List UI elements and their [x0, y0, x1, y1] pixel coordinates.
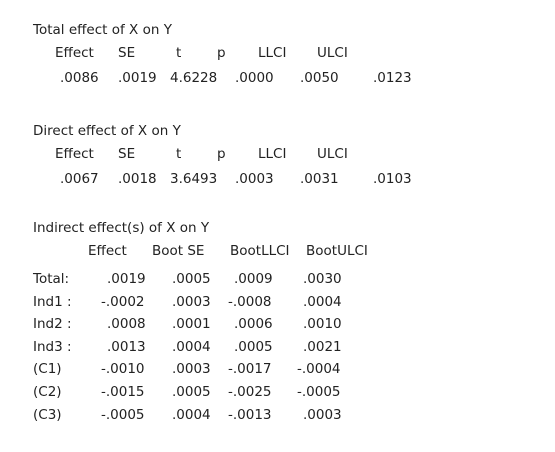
- column-header: p: [217, 146, 226, 162]
- column-header: SE: [118, 45, 136, 61]
- value: -.0004: [297, 361, 341, 378]
- column-header: LLCI: [258, 45, 287, 61]
- value: .0013: [107, 338, 146, 355]
- section-title: Direct effect of X on Y: [33, 123, 181, 139]
- value: .0006: [234, 316, 273, 333]
- column-header: LLCI: [258, 146, 287, 162]
- row-label: Ind2 :: [33, 316, 72, 333]
- value: 3.6493: [170, 171, 218, 187]
- value: .0005: [172, 384, 211, 400]
- column-header: SE: [118, 146, 136, 162]
- section-title: Total effect of X on Y: [33, 22, 172, 38]
- value: .0018: [118, 171, 157, 187]
- value: .0123: [373, 70, 412, 86]
- value: .0003: [172, 361, 211, 378]
- value: .0003: [303, 406, 342, 423]
- row-label: (C2): [33, 384, 62, 400]
- row-label: Total:: [33, 271, 70, 287]
- value: .0003: [235, 171, 274, 187]
- value: -.0013: [228, 406, 272, 423]
- value: -.0010: [101, 361, 145, 378]
- column-header: t: [176, 45, 182, 61]
- column-header: Effect: [55, 146, 94, 162]
- value: .0004: [172, 406, 211, 423]
- value: .0000: [235, 70, 274, 86]
- value: -.0015: [101, 384, 145, 400]
- value: .0001: [172, 316, 211, 333]
- value: .0019: [107, 271, 146, 287]
- value: .0050: [300, 70, 339, 86]
- column-header: BootLLCI: [230, 243, 290, 259]
- value: -.0005: [101, 406, 145, 423]
- value: -.0008: [228, 293, 272, 310]
- row-label: (C1): [33, 361, 62, 378]
- value: .0030: [303, 271, 342, 287]
- column-header: Boot SE: [152, 243, 205, 259]
- value: .0009: [234, 271, 273, 287]
- column-header: Effect: [88, 243, 127, 259]
- value: .0031: [300, 171, 339, 187]
- column-header: ULCI: [317, 146, 348, 162]
- value: -.0025: [228, 384, 272, 400]
- column-header: t: [176, 146, 182, 162]
- row-label: (C3): [33, 406, 62, 423]
- value: -.0017: [228, 361, 272, 378]
- value: .0086: [60, 70, 99, 86]
- value: .0010: [303, 316, 342, 333]
- column-header: BootULCI: [306, 243, 368, 259]
- value: .0005: [172, 271, 211, 287]
- section-title: Indirect effect(s) of X on Y: [33, 220, 210, 236]
- value: .0103: [373, 171, 412, 187]
- value: -.0005: [297, 384, 341, 400]
- value: .0067: [60, 171, 99, 187]
- value: .0003: [172, 293, 211, 310]
- column-header: p: [217, 45, 226, 61]
- column-header: Effect: [55, 45, 94, 61]
- value: -.0002: [101, 293, 145, 310]
- row-label: Ind1 :: [33, 293, 72, 310]
- value: .0004: [172, 338, 211, 355]
- value: .0019: [118, 70, 157, 86]
- value: .0008: [107, 316, 146, 333]
- value: .0005: [234, 338, 273, 355]
- row-label: Ind3 :: [33, 338, 72, 355]
- column-header: ULCI: [317, 45, 348, 61]
- value: 4.6228: [170, 70, 218, 86]
- value: .0004: [303, 293, 342, 310]
- value: .0021: [303, 338, 342, 355]
